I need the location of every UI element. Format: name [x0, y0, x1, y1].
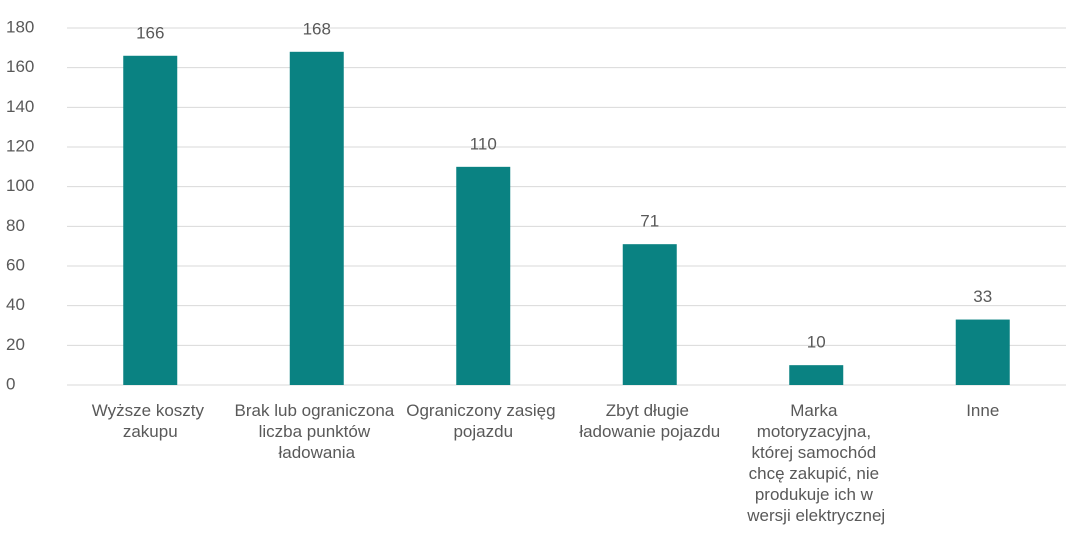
bar — [955, 319, 1010, 385]
bar — [622, 244, 677, 385]
data-label: 10 — [807, 333, 826, 352]
y-tick-label: 160 — [6, 57, 34, 76]
data-label: 166 — [136, 23, 164, 42]
x-tick-label: Marka motoryzacyjna, której samochód chc… — [746, 401, 885, 525]
bar — [456, 166, 511, 385]
bar — [289, 51, 344, 386]
y-tick-label: 80 — [6, 216, 25, 235]
y-tick-label: 140 — [6, 97, 34, 116]
x-tick-label: Zbyt długie ładowanie pojazdu — [579, 401, 720, 441]
x-tick-label: Wyższe koszty zakupu — [92, 401, 209, 441]
y-tick-label: 60 — [6, 255, 25, 274]
data-label: 168 — [303, 19, 331, 38]
data-label: 110 — [470, 134, 497, 153]
x-tick-label: Ograniczony zasięg pojazdu — [406, 401, 560, 441]
y-tick-label: 40 — [6, 295, 25, 314]
y-tick-label: 180 — [6, 17, 34, 36]
y-tick-label: 120 — [6, 136, 34, 155]
y-tick-label: 100 — [6, 176, 34, 195]
bar — [789, 365, 844, 385]
data-label: 33 — [973, 287, 992, 306]
y-tick-label: 20 — [6, 335, 25, 354]
x-tick-label: Brak lub ograniczona liczba punktów łado… — [235, 401, 399, 462]
data-label: 71 — [640, 212, 659, 231]
bar — [123, 55, 178, 386]
y-tick-label: 0 — [6, 374, 15, 393]
x-tick-label: Inne — [966, 401, 999, 420]
